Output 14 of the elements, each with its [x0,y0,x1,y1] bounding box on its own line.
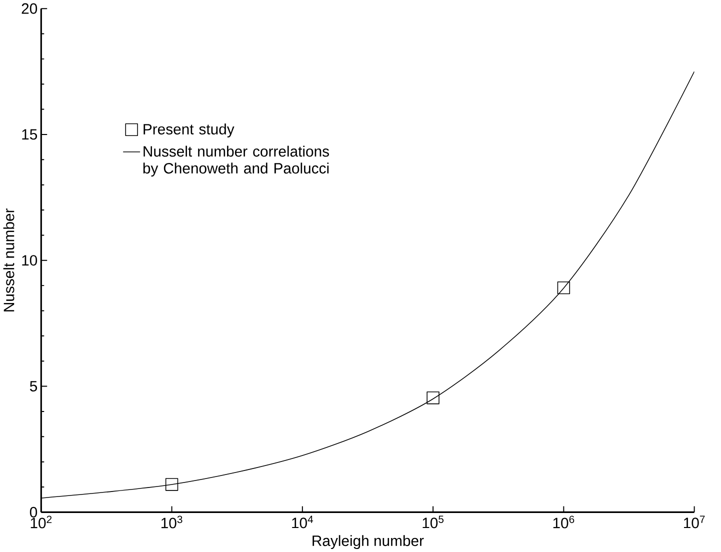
y-tick-label: 15 [22,129,38,140]
y-tick-label: 5 [30,380,38,392]
x-axis-title: Rayleigh number [312,534,424,549]
y-tick-label: 20 [22,3,38,14]
y-tick-label: 10 [22,254,38,266]
legend-label: Nusselt number correlations by Chenoweth and Paolucci [143,146,329,176]
legend-label: Present study [144,123,234,138]
x-tick-label: 10$^{5}$ [422,516,444,528]
y-axis-title: Nusselt number [3,208,14,312]
x-tick-label: 10$^{4}$ [292,516,314,528]
y-tick-label: 0 [30,506,38,518]
x-tick-label: 10$^{3}$ [161,516,182,528]
x-tick-label: 10$^{6}$ [553,516,574,528]
x-tick-label: 10$^{7}$ [684,516,705,528]
